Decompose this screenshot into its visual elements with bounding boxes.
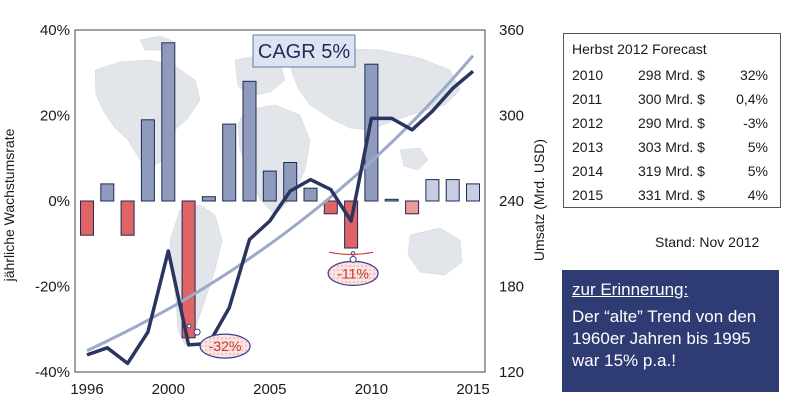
forecast-value: 303 Mrd. $ [638, 139, 705, 155]
forecast-rate: -3% [743, 115, 768, 131]
annotation-label: -32% [209, 338, 242, 354]
growth-bar [466, 183, 480, 202]
forecast-row: 2010 298 Mrd. $ 32% [572, 67, 772, 87]
left-tick-label: -20% [35, 279, 70, 296]
forecast-row: 2013 303 Mrd. $ 5% [572, 139, 772, 159]
reminder-title: zur Erinnerung: [572, 280, 689, 299]
reminder-text: Der “alte” Trend von den 1960er Jahren b… [572, 307, 757, 370]
growth-bar [283, 162, 298, 202]
annotation-callout: -32% [186, 323, 251, 359]
forecast-title: Herbst 2012 Forecast [572, 41, 707, 57]
revenue-line [86, 69, 475, 366]
x-tick-label: 2000 [152, 381, 185, 398]
forecast-rate: 32% [739, 67, 768, 83]
left-tick-label: 20% [40, 108, 70, 125]
left-axis-label: jährliche Wachstumsrate [1, 128, 17, 282]
right-tick-label: 360 [499, 22, 524, 39]
stand-date: Stand: Nov 2012 [655, 234, 760, 250]
forecast-rate: 5% [747, 163, 768, 179]
growth-bar [364, 63, 379, 202]
forecast-rate: 0,4% [736, 91, 768, 107]
left-tick-label: 0% [48, 193, 70, 210]
growth-bar [201, 196, 216, 202]
growth-bar [445, 179, 460, 202]
growth-bar [303, 187, 318, 202]
growth-bar [323, 200, 338, 215]
left-tick-label: -40% [35, 364, 70, 381]
growth-bar [80, 200, 94, 236]
forecast-rate: 5% [747, 139, 768, 155]
growth-bar [262, 170, 277, 202]
growth-bar [384, 198, 399, 202]
forecast-value: 331 Mrd. $ [638, 187, 705, 203]
growth-bar [242, 80, 257, 202]
growth-bar [100, 183, 115, 202]
growth-bar [405, 200, 420, 215]
annotation-label: -11% [337, 265, 369, 281]
forecast-value: 319 Mrd. $ [638, 163, 705, 179]
forecast-row: 2014 319 Mrd. $ 5% [572, 163, 772, 183]
bracket-marker [329, 251, 374, 255]
right-tick-label: 300 [499, 108, 524, 125]
chart: 40% 20% 0% -20% -40% 360 300 240 180 120 1996 200… [1, 22, 547, 398]
cagr-title: CAGR 5% [258, 41, 350, 63]
growth-bar [120, 200, 135, 236]
forecast-year: 2011 [572, 91, 603, 107]
cagr-title-box [252, 34, 356, 68]
forecast-row: 2015 331 Mrd. $ 4% [572, 187, 772, 207]
forecast-rate: 4% [747, 187, 768, 203]
right-tick-label: 180 [499, 279, 524, 296]
growth-bar [344, 200, 359, 249]
right-tick-label: 240 [499, 193, 524, 210]
x-tick-label: 1996 [70, 381, 103, 398]
forecast-year: 2014 [572, 163, 604, 179]
growth-bar [222, 123, 237, 202]
forecast-year: 2013 [572, 139, 604, 155]
forecast-table: Herbst 2012 Forecast 2010 298 Mrd. $ 32%… [563, 33, 781, 208]
annotation-callout: -11% [327, 251, 379, 286]
forecast-year: 2010 [572, 67, 604, 83]
forecast-value: 290 Mrd. $ [638, 115, 705, 131]
x-tick-label: 2005 [253, 381, 286, 398]
left-tick-label: 40% [40, 22, 70, 39]
forecast-value: 298 Mrd. $ [638, 67, 705, 83]
x-tick-label: 2015 [456, 381, 489, 398]
forecast-row: 2012 290 Mrd. $ -3% [572, 115, 772, 135]
growth-bar [425, 179, 440, 202]
growth-bar [140, 119, 155, 202]
forecast-year: 2012 [572, 115, 604, 131]
growth-bar [161, 42, 176, 202]
right-tick-label: 120 [499, 364, 524, 381]
right-axis-label: Umsatz (Mrd. USD) [531, 139, 547, 261]
reminder-box: zur Erinnerung: Der “alte” Trend von den… [562, 270, 779, 392]
forecast-value: 300 Mrd. $ [638, 91, 705, 107]
x-tick-label: 2010 [355, 381, 388, 398]
forecast-year: 2015 [572, 187, 604, 203]
forecast-row: 2011 300 Mrd. $ 0,4% [572, 91, 772, 111]
